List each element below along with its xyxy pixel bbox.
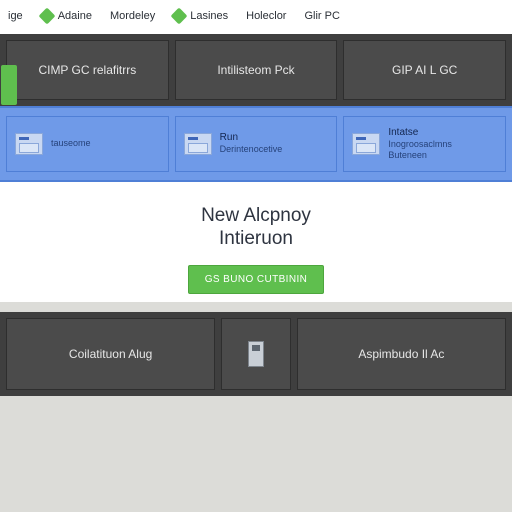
legend-label: Glir PC [304, 10, 339, 22]
cta-label: GS BUNO CUTBININ [205, 274, 308, 285]
tier-top-cell[interactable]: GIP AI L GC [343, 40, 506, 100]
blue-cell-sub: Inogroosaclmns [388, 139, 452, 150]
tier-bottom: Coilatituon Alug Aspimbudo Il Ac [0, 312, 512, 396]
legend-bar: ige Adaine Mordeley Lasines Holeclor Gli… [0, 0, 512, 34]
hero-title-line: Intieruon [219, 228, 293, 249]
document-icon [352, 133, 380, 155]
blue-cell-title: Intatse [388, 127, 452, 139]
cell-label: Coilatituon Alug [69, 347, 152, 361]
blue-cell[interactable]: Intatse Inogroosaclmns Buteneen [343, 116, 506, 172]
device-icon [248, 341, 264, 367]
swatch-icon [171, 8, 188, 25]
legend-item: Adaine [41, 10, 92, 22]
green-accent-icon [1, 65, 17, 105]
legend-label: ige [8, 10, 23, 22]
cell-label: Intilisteom Pck [217, 63, 294, 77]
cell-label: Aspimbudo Il Ac [358, 347, 444, 361]
document-icon [15, 133, 43, 155]
legend-label: Lasines [190, 10, 228, 22]
document-icon [184, 133, 212, 155]
legend-item: ige [8, 10, 23, 22]
blue-cell-sub: Buteneen [388, 150, 452, 161]
blue-cell-title: Run [220, 132, 283, 144]
hero-section: New Alcpnoy Intieruon GS BUNO CUTBININ [0, 182, 512, 303]
cell-label: CIMP GC relafitrrs [38, 63, 136, 77]
blue-cell[interactable]: tauseome [6, 116, 169, 172]
blue-cell-sub: tauseome [51, 138, 91, 149]
blue-cell-sub: Derintenocetive [220, 144, 283, 155]
tier-top: CIMP GC relafitrrs Intilisteom Pck GIP A… [0, 34, 512, 106]
tier-bottom-cell[interactable] [221, 318, 290, 390]
tier-bottom-cell[interactable]: Aspimbudo Il Ac [297, 318, 506, 390]
legend-item: Lasines [173, 10, 228, 22]
tier-bottom-cell[interactable]: Coilatituon Alug [6, 318, 215, 390]
legend-label: Holeclor [246, 10, 286, 22]
hero-title: New Alcpnoy Intieruon [0, 204, 512, 252]
legend-label: Mordeley [110, 10, 155, 22]
legend-item: Holeclor [246, 10, 286, 22]
hero-title-line: New Alcpnoy [201, 205, 311, 226]
tier-top-cell[interactable]: Intilisteom Pck [175, 40, 338, 100]
legend-item: Mordeley [110, 10, 155, 22]
cta-button[interactable]: GS BUNO CUTBININ [188, 265, 325, 294]
tier-top-cell[interactable]: CIMP GC relafitrrs [6, 40, 169, 100]
legend-item: Glir PC [304, 10, 339, 22]
blue-cell[interactable]: Run Derintenocetive [175, 116, 338, 172]
legend-label: Adaine [58, 10, 92, 22]
swatch-icon [38, 8, 55, 25]
cell-label: GIP AI L GC [392, 63, 457, 77]
tier-blue: tauseome Run Derintenocetive Intatse Ino… [0, 106, 512, 182]
